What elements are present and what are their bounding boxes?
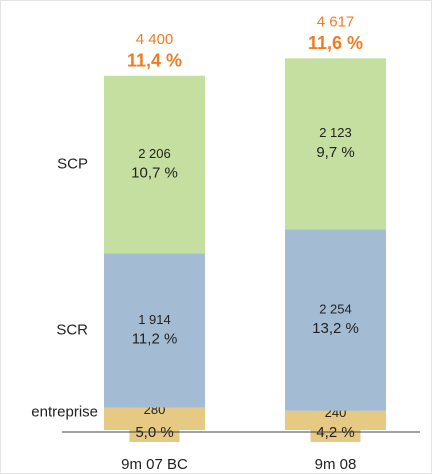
- bar-segment: [104, 253, 205, 408]
- x-tick-label: 9m 07 BC: [121, 456, 188, 473]
- total-label: 4 400: [136, 31, 174, 48]
- rate-label: 13,2 %: [312, 320, 359, 337]
- rate-label: 9,7 %: [316, 144, 354, 161]
- series-label: SCP: [57, 156, 88, 173]
- series-label: SCR: [56, 321, 88, 338]
- total-rate-label: 11,6 %: [308, 33, 363, 53]
- series-label: entreprise: [31, 403, 98, 420]
- total-label: 4 617: [317, 13, 355, 30]
- rate-label: 11,2 %: [132, 330, 178, 347]
- rate-label: 10,7 %: [131, 165, 178, 182]
- value-label: 2 206: [138, 146, 171, 161]
- x-tick-label: 9m 08: [315, 456, 357, 473]
- total-rate-label: 11,4 %: [127, 51, 182, 71]
- bar-segment: [104, 75, 205, 254]
- value-label: 2 254: [319, 301, 352, 316]
- bar-segment: [285, 58, 386, 230]
- value-label: 1 914: [138, 312, 171, 327]
- bar-segment: [285, 229, 386, 411]
- value-label: 2 123: [319, 125, 352, 140]
